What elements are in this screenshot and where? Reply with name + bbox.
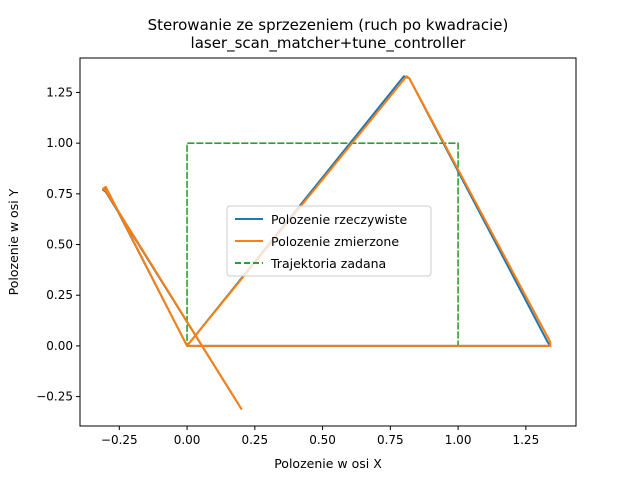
- x-tick-label: 1.25: [512, 433, 539, 447]
- y-axis-label: Polozenie w osi Y: [6, 188, 21, 295]
- plot-frame: [79, 57, 577, 427]
- x-tick-label: 1.00: [445, 433, 472, 447]
- y-tick-label: 0.00: [46, 339, 73, 353]
- y-tick-label: 1.00: [46, 136, 73, 150]
- x-tick-label: 0.00: [174, 433, 201, 447]
- axis-ticks: −0.25 0.00 0.25 0.50 0.75 1.00 1.25 −0.25 0.00 0.…: [36, 85, 539, 447]
- x-axis-label: Polozenie w osi X: [274, 456, 382, 471]
- x-tick-label: 0.75: [377, 433, 404, 447]
- y-tick-label: 0.50: [46, 238, 73, 252]
- legend: Polozenie rzeczywiste Polozenie zmierzon…: [226, 205, 432, 277]
- legend-box: [226, 205, 432, 277]
- y-tick-label: 0.25: [46, 288, 73, 302]
- chart-title: Sterowanie ze sprzezeniem (ruch po kwadr…: [148, 16, 509, 34]
- legend-label-zmierzone: Polozenie zmierzone: [271, 234, 399, 249]
- series-line-2: [102, 75, 552, 410]
- chart-subtitle: laser_scan_matcher+tune_controller: [191, 34, 467, 53]
- y-tick-label: 0.75: [46, 187, 73, 201]
- y-tick-label: −0.25: [36, 390, 73, 404]
- plot-area: [102, 75, 552, 410]
- y-tick-label: 1.25: [46, 85, 73, 99]
- legend-label-rzeczywiste: Polozenie rzeczywiste: [271, 212, 408, 227]
- x-tick-label: −0.25: [101, 433, 138, 447]
- legend-label-zadana: Trajektoria zadana: [270, 256, 386, 271]
- x-tick-label: 0.25: [241, 433, 268, 447]
- x-tick-label: 0.50: [309, 433, 336, 447]
